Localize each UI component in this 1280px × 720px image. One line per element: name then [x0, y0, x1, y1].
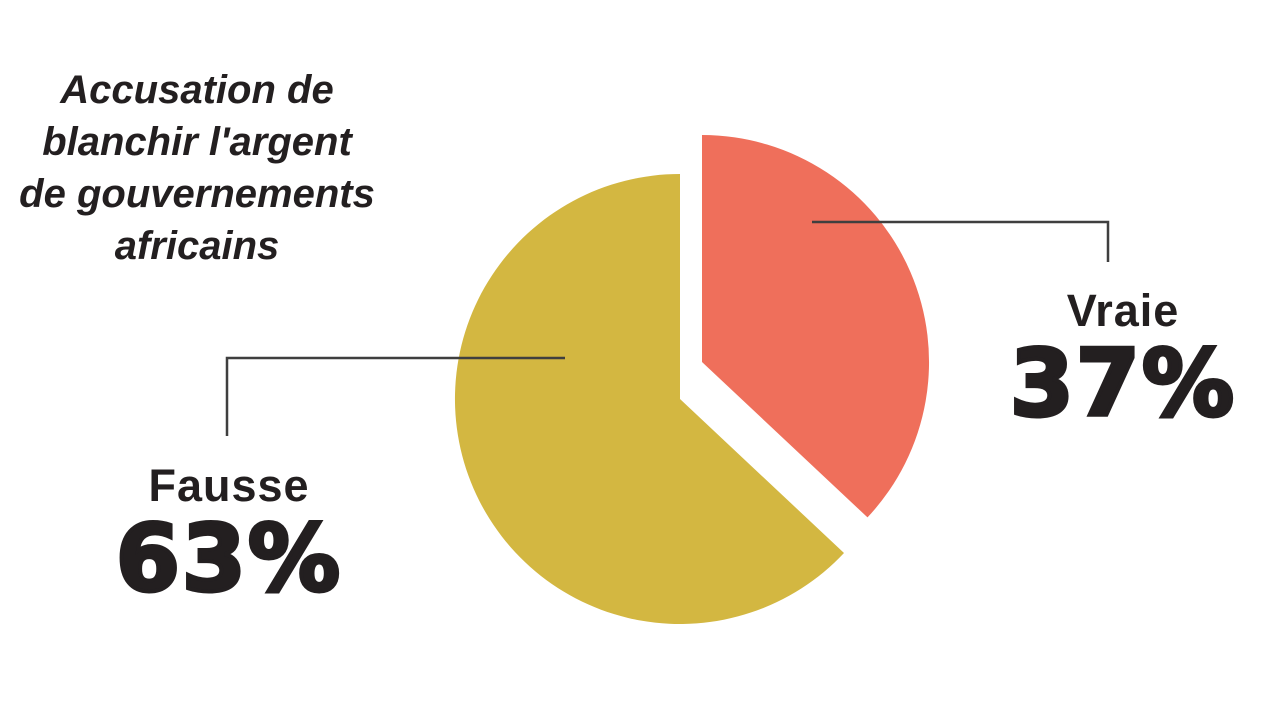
- chart-title-line: de gouvernements: [19, 172, 375, 216]
- chart-title-line: blanchir l'argent: [42, 120, 352, 164]
- slice-label-vraie-name: Vraie: [1066, 285, 1180, 336]
- chart-title-line: Accusation de: [60, 68, 334, 112]
- leader-line-fausse: [225, 356, 565, 436]
- leader-line-vraie: [812, 220, 1110, 262]
- chart-title: Accusation de blanchir l'argent de gouve…: [17, 64, 377, 272]
- slice-label-vraie-value: 37%: [1008, 330, 1237, 437]
- slice-label-fausse-value: 63%: [114, 505, 343, 612]
- slice-label-fausse-name: Fausse: [148, 460, 310, 511]
- chart-title-line: africains: [114, 224, 280, 268]
- pie-slice-vraie: [702, 135, 930, 518]
- slice-label-fausse: Fausse 63%: [114, 460, 344, 612]
- slice-label-vraie: Vraie 37%: [1008, 285, 1238, 437]
- pie-slice-fausse: [454, 173, 844, 624]
